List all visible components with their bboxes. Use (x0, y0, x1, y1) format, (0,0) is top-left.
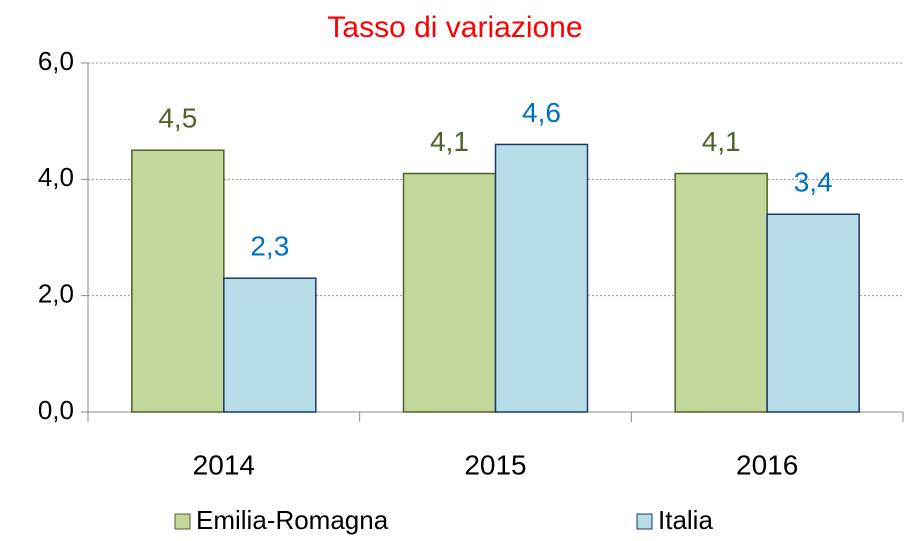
data-label: 4,5 (158, 103, 197, 134)
bar (494, 143, 589, 413)
y-tick-label: 2,0 (38, 279, 74, 309)
bar (131, 149, 225, 413)
legend-label: Emilia-Romagna (196, 505, 389, 535)
data-label: 4,6 (522, 97, 561, 128)
bar (402, 172, 497, 413)
data-label: 4,1 (430, 126, 469, 157)
y-tick-label: 4,0 (38, 162, 74, 192)
y-tick-label: 0,0 (38, 395, 74, 425)
x-tick-label: 2015 (464, 449, 526, 480)
legend-swatch (174, 513, 191, 530)
bar (766, 213, 860, 413)
chart-title: Tasso di variazione (327, 11, 582, 44)
data-label: 3,4 (794, 167, 833, 198)
bar (674, 172, 768, 413)
legend-label: Italia (658, 505, 713, 535)
y-tick-label: 6,0 (38, 46, 74, 76)
data-label: 2,3 (250, 231, 289, 262)
x-tick-label: 2016 (736, 449, 798, 480)
data-label: 4,1 (702, 126, 741, 157)
x-tick-label: 2014 (193, 449, 255, 480)
legend-swatch (636, 513, 653, 530)
bar (223, 277, 317, 413)
